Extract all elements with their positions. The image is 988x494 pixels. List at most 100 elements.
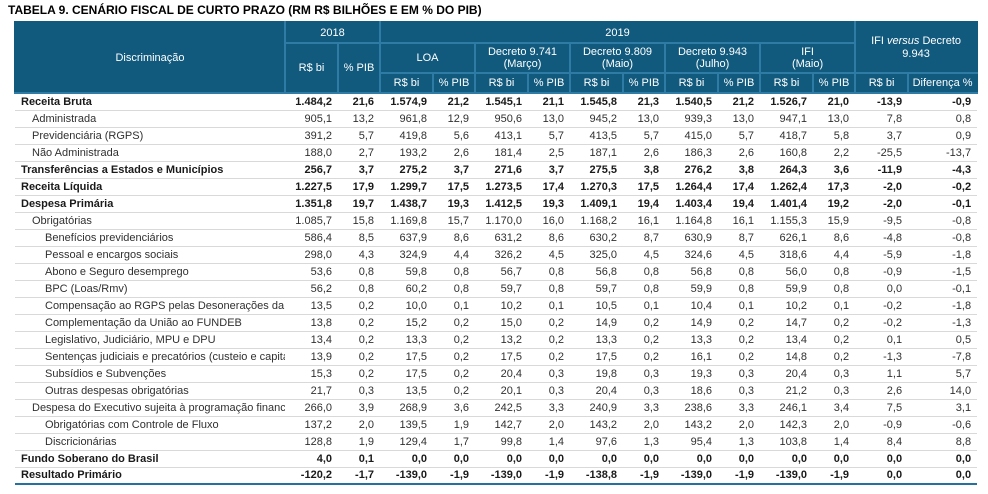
cell-value: 21,2 [433,93,476,111]
cell-value: 8,8 [908,433,978,451]
cell-value: 266,0 [285,399,338,417]
cell-value: 0,3 [338,382,381,400]
cell-value: -4,8 [855,229,909,247]
cell-value: 0,0 [623,449,666,468]
row-label: Abono e Seguro desemprego [15,263,285,281]
cell-value: 13,2 [475,331,529,349]
cell-value: 1,3 [718,433,761,451]
cell-value: 0,2 [718,331,761,349]
header-year-row: Discriminação 2018 2019 IFI versus Decre… [14,21,979,94]
row-label: Despesa Primária [15,194,285,213]
cell-value: 143,2 [570,416,624,434]
header-loa-rsbi: R$ bi [379,72,435,94]
cell-value: 0,8 [433,280,476,298]
cell-value: -1,8 [908,246,978,264]
cell-value: 0,3 [623,365,666,383]
cell-value: -139,0 [760,466,814,485]
cell-value: 1,1 [855,365,909,383]
cell-value: 193,2 [380,144,434,162]
table-row: Transferências a Estados e Municípios 256… [15,160,978,179]
cell-value: 16,0 [528,212,571,230]
cell-value: 1.545,1 [475,93,529,111]
cell-value: 13,3 [665,331,719,349]
cell-value: 0,3 [528,365,571,383]
cell-value: -13,7 [908,144,978,162]
cell-value: 1.164,8 [665,212,719,230]
cell-value: -1,8 [908,297,978,315]
cell-value: 18,6 [665,382,719,400]
cell-value: 13,8 [285,314,338,332]
row-label: Discricionárias [15,433,285,451]
cell-value: -1,3 [908,314,978,332]
cell-value: 2,2 [813,144,856,162]
cell-value: 188,0 [285,144,338,162]
cell-value: 238,6 [665,399,719,417]
cell-value: 142,3 [760,416,814,434]
header-ifi-rsbi: R$ bi [759,72,815,94]
cell-value: 142,7 [475,416,529,434]
cell-value: 0,8 [528,280,571,298]
cell-value: 99,8 [475,433,529,451]
cell-value: 21,1 [528,93,571,111]
cell-value: 0,0 [908,466,978,485]
row-label: Resultado Primário [15,466,285,485]
header-d9809-rsbi: R$ bi [569,72,625,94]
cell-value: 7,8 [855,110,909,128]
cell-value: 1,9 [433,416,476,434]
row-label: Receita Líquida [15,177,285,196]
cell-value: 5,8 [813,127,856,145]
cell-value: 2,0 [338,416,381,434]
cell-value: -11,9 [855,160,909,179]
ifi-versus-pre: IFI [871,34,884,47]
row-label: Sentenças judiciais e precatórios (custe… [15,348,285,366]
ifi-versus-post: Decreto 9.943 [902,34,962,60]
table-row: Obrigatórias 1.085,7 15,8 1.169,8 15,7 1.170,… [15,212,978,230]
cell-value: 5,7 [338,127,381,145]
cell-value: 16,1 [623,212,666,230]
cell-value: 0,8 [623,280,666,298]
cell-value: 0,0 [813,449,856,468]
cell-value: 0,2 [433,348,476,366]
cell-value: 630,2 [570,229,624,247]
cell-value: 13,3 [570,331,624,349]
cell-value: -1,9 [623,466,666,485]
cell-value: 2,6 [718,144,761,162]
cell-value: 1.545,8 [570,93,624,111]
cell-value: 2,6 [623,144,666,162]
cell-value: 13,0 [813,110,856,128]
cell-value: -1,7 [338,466,381,485]
table-row: Não Administrada 188,0 2,7 193,2 2,6 181,4 2,5… [15,144,978,162]
table-header: Discriminação 2018 2019 IFI versus Decre… [14,21,979,94]
cell-value: -139,0 [665,466,719,485]
cell-value: 19,3 [433,194,476,213]
cell-value: 0,0 [760,449,814,468]
cell-value: -0,2 [855,297,909,315]
cell-value: 0,5 [908,331,978,349]
cell-value: 19,3 [665,365,719,383]
table-row: Obrigatórias com Controle de Fluxo 137,2 2… [15,416,978,434]
cell-value: 0,2 [433,331,476,349]
cell-value: 8,6 [813,229,856,247]
row-label: Receita Bruta [15,93,285,111]
cell-value: 0,1 [623,297,666,315]
table-row: Compensação ao RGPS pelas Desonerações d… [15,297,978,315]
cell-value: 0,8 [908,110,978,128]
cell-value: 3,8 [623,160,666,179]
cell-value: 17,4 [528,177,571,196]
cell-value: 264,3 [760,160,814,179]
ifi-versus-word: versus [887,34,920,47]
cell-value: 0,8 [433,263,476,281]
cell-value: 256,7 [285,160,338,179]
group-sub: (Maio) [791,58,824,70]
cell-value: 275,5 [570,160,624,179]
row-label: BPC (Loas/Rmv) [15,280,285,298]
cell-value: 15,2 [380,314,434,332]
header-group-ifi: IFI (Maio) [759,42,857,74]
cell-value: -139,0 [475,466,529,485]
cell-value: 0,0 [433,449,476,468]
cell-value: 0,8 [338,280,381,298]
cell-value: 324,9 [380,246,434,264]
cell-value: 129,4 [380,433,434,451]
cell-value: 3,6 [433,399,476,417]
cell-value: 0,0 [475,449,529,468]
